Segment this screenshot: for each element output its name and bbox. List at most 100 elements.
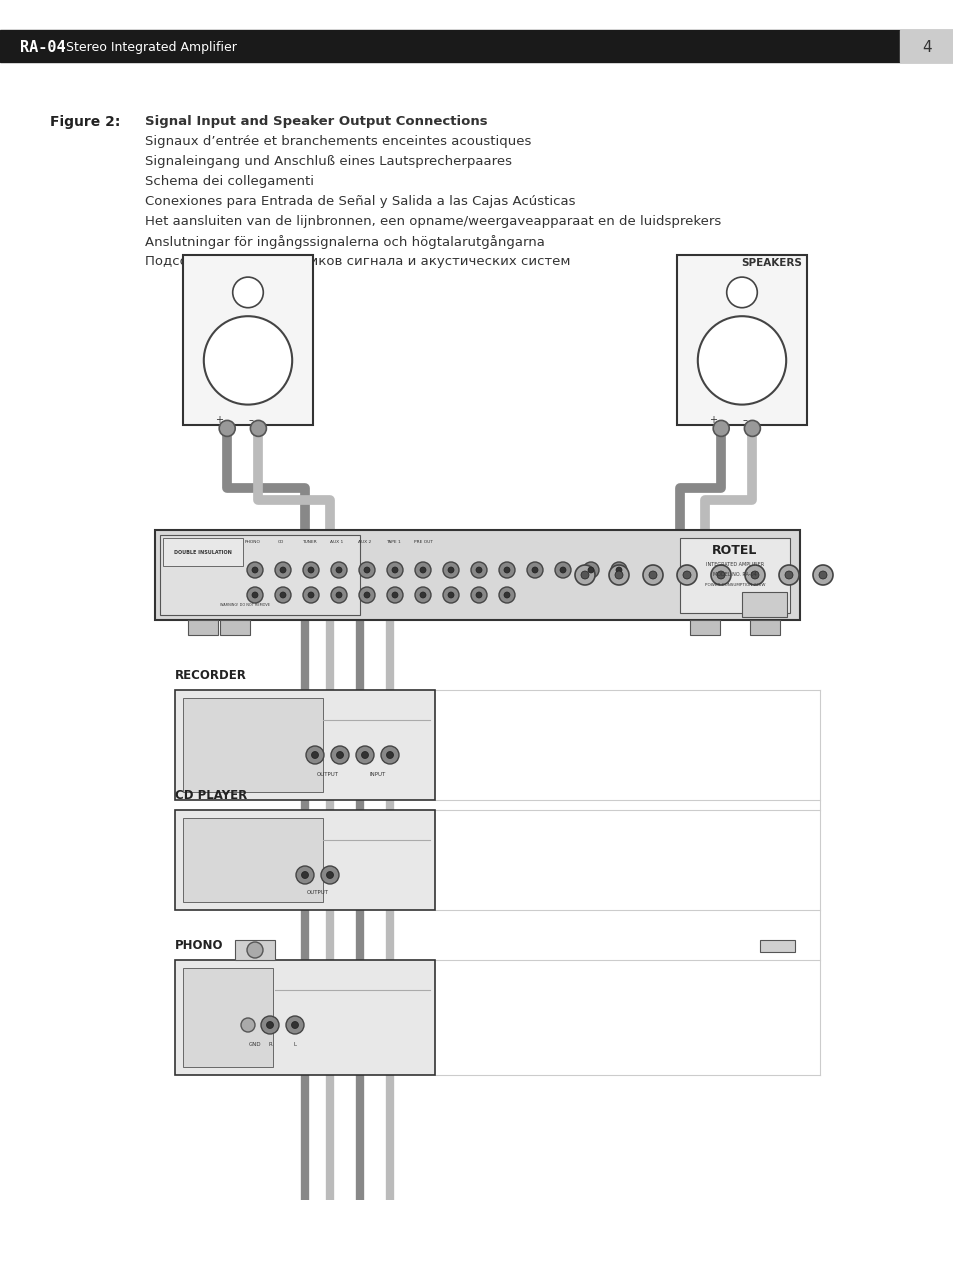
Circle shape	[303, 562, 318, 577]
Bar	[0, 31, 953, 62]
Circle shape	[710, 565, 730, 585]
Circle shape	[682, 571, 690, 579]
Text: CD: CD	[277, 541, 284, 544]
Text: RA-04: RA-04	[20, 39, 66, 55]
Circle shape	[498, 562, 515, 577]
Circle shape	[744, 565, 764, 585]
Text: GND: GND	[249, 1043, 261, 1048]
Bar	[174, 689, 435, 800]
Text: INPUT: INPUT	[370, 772, 386, 777]
Text: PHONO: PHONO	[245, 541, 261, 544]
Circle shape	[503, 591, 510, 598]
Circle shape	[280, 591, 286, 598]
Circle shape	[361, 752, 368, 758]
Circle shape	[743, 421, 760, 436]
Circle shape	[266, 1021, 274, 1029]
Circle shape	[241, 1018, 254, 1032]
Circle shape	[204, 317, 292, 404]
Circle shape	[386, 752, 393, 758]
Circle shape	[503, 567, 510, 572]
Bar	[188, 619, 218, 635]
Circle shape	[308, 591, 314, 598]
Circle shape	[306, 745, 324, 764]
Text: AUX 2: AUX 2	[358, 541, 372, 544]
Circle shape	[292, 1021, 298, 1029]
Circle shape	[336, 752, 343, 758]
Circle shape	[364, 567, 370, 572]
Text: WARNING! DO NOT REMOVE: WARNING! DO NOT REMOVE	[220, 603, 270, 607]
Text: –: –	[248, 415, 253, 425]
Text: Figure 2:: Figure 2:	[50, 114, 120, 128]
Text: OUTPUT: OUTPUT	[316, 772, 338, 777]
Bar	[677, 254, 806, 425]
Text: AUX 1: AUX 1	[330, 541, 343, 544]
Bar	[760, 940, 794, 951]
Circle shape	[295, 866, 314, 884]
Text: DOUBLE INSULATION: DOUBLE INSULATION	[173, 550, 232, 555]
Text: OUTPUT: OUTPUT	[307, 889, 329, 894]
Circle shape	[580, 571, 588, 579]
Bar	[679, 538, 789, 613]
Circle shape	[697, 317, 785, 404]
Bar	[220, 619, 250, 635]
Circle shape	[415, 562, 431, 577]
Circle shape	[419, 567, 426, 572]
Text: TAPE 1: TAPE 1	[385, 541, 400, 544]
Text: +: +	[215, 415, 223, 425]
Text: SPEAKERS: SPEAKERS	[740, 258, 801, 268]
Circle shape	[442, 586, 458, 603]
Circle shape	[331, 745, 349, 764]
Bar	[689, 619, 720, 635]
Circle shape	[274, 562, 291, 577]
Circle shape	[252, 591, 257, 598]
Circle shape	[610, 562, 626, 577]
Circle shape	[750, 571, 759, 579]
Circle shape	[779, 565, 799, 585]
Circle shape	[286, 1016, 304, 1034]
Circle shape	[642, 565, 662, 585]
Circle shape	[726, 277, 757, 308]
Bar	[183, 818, 323, 902]
Circle shape	[358, 562, 375, 577]
Circle shape	[648, 571, 657, 579]
Circle shape	[261, 1016, 278, 1034]
Text: Stereo Integrated Amplifier: Stereo Integrated Amplifier	[62, 41, 236, 53]
Circle shape	[274, 586, 291, 603]
Circle shape	[471, 562, 486, 577]
Circle shape	[476, 567, 481, 572]
Bar	[183, 254, 313, 425]
Circle shape	[677, 565, 697, 585]
Circle shape	[616, 567, 621, 572]
Circle shape	[326, 871, 334, 879]
Circle shape	[717, 571, 724, 579]
Text: –: –	[741, 415, 746, 425]
Circle shape	[419, 591, 426, 598]
Circle shape	[320, 866, 338, 884]
Bar	[899, 31, 953, 62]
Circle shape	[355, 745, 374, 764]
Circle shape	[380, 745, 398, 764]
Text: INTEGRATED AMPLIFIER: INTEGRATED AMPLIFIER	[705, 562, 763, 567]
Text: Anslutningar för ingångssignalerna och högtalarutgångarna: Anslutningar för ingångssignalerna och h…	[145, 235, 544, 249]
Bar	[234, 940, 274, 960]
Text: RECORDER: RECORDER	[174, 669, 247, 682]
Text: R: R	[268, 1043, 272, 1048]
Circle shape	[335, 567, 341, 572]
Bar	[749, 619, 780, 635]
Text: PHONO: PHONO	[174, 939, 223, 951]
Bar	[174, 960, 435, 1075]
Circle shape	[476, 591, 481, 598]
Circle shape	[784, 571, 792, 579]
Text: Het aansluiten van de lijnbronnen, een opname/weergaveapparaat en de luidspreker: Het aansluiten van de lijnbronnen, een o…	[145, 215, 720, 228]
Bar	[741, 591, 786, 617]
Bar	[174, 810, 435, 909]
Circle shape	[364, 591, 370, 598]
Text: Signal Input and Speaker Output Connections: Signal Input and Speaker Output Connecti…	[145, 114, 487, 128]
Circle shape	[532, 567, 537, 572]
Circle shape	[219, 421, 235, 436]
Text: 4: 4	[922, 39, 931, 55]
Circle shape	[587, 567, 594, 572]
Circle shape	[387, 586, 402, 603]
Text: Подсоединение источников сигнала и акустических систем: Подсоединение источников сигнала и акуст…	[145, 254, 570, 268]
Circle shape	[559, 567, 565, 572]
